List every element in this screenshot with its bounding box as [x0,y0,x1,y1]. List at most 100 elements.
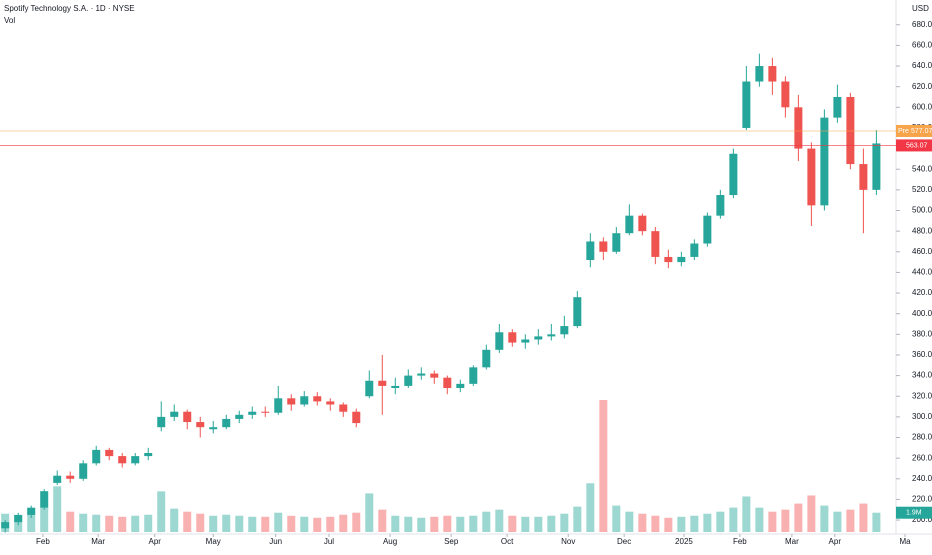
candle-body [651,231,660,257]
y-tick-label: 200.00 [912,515,932,524]
candle-body [612,233,621,252]
volume-bar [729,507,738,532]
volume-bar [794,503,803,532]
candle-body [547,334,556,337]
volume-bar [573,506,582,532]
volume-bar [456,516,465,532]
x-tick-label: Sep [444,537,459,546]
chart-title: Spotify Technology S.A. · 1D · NYSE [4,4,135,13]
volume-bar [430,516,439,532]
candle-body [859,164,868,190]
candle-body [833,96,842,118]
candle-body [365,380,374,397]
y-tick-label: 660.00 [912,41,932,50]
candle-body [677,256,686,263]
candle-body [105,449,114,457]
y-tick-label: 300.00 [912,412,932,421]
volume-bar [92,514,101,532]
candle-body [417,373,426,376]
volume-bar [287,515,296,532]
candle-body [404,375,413,386]
x-tick-label: 2025 [675,537,693,546]
volume-bar [326,516,335,532]
volume-bar [859,503,868,532]
candle-body [183,411,192,423]
volume-bar [209,515,218,532]
volume-bar [508,515,517,532]
x-tick-label: May [206,537,221,546]
volume-bar [716,511,725,532]
x-tick-label: Jul [324,537,334,546]
candle-body [14,514,23,523]
candle-body [53,475,62,483]
candle-body [807,148,816,206]
candle-body [768,66,777,82]
volume-bar [79,513,88,532]
volume-bar [196,513,205,532]
candle-body [508,332,517,343]
y-tick-label: 640.00 [912,61,932,70]
candle-body [781,81,790,108]
volume-bar [27,512,36,532]
volume-bar [417,517,426,532]
candle-body [131,456,140,464]
volume-bar [157,491,166,532]
candle-body [222,418,231,428]
volume-bar [365,493,374,532]
y-tick-label: 380.00 [912,329,932,338]
y-tick-label: 280.00 [912,433,932,442]
volume-bar [846,509,855,532]
volume-bar [742,496,751,532]
volume-bar [495,509,504,532]
volume-bar [313,517,322,532]
candle-body [235,414,244,419]
volume-bar [690,515,699,532]
candle-body [872,143,881,190]
candle-body [261,411,270,413]
candle-body [1,522,10,529]
volume-bar [352,512,361,532]
candle-body [846,96,855,165]
candle-body [92,449,101,464]
candle-body [625,215,634,234]
volume-bar [53,486,62,532]
candle-body [27,507,36,515]
candle-body [248,411,257,415]
candle-body [820,117,829,206]
candle-body [469,367,478,384]
volume-bar [391,515,400,532]
volume-bar [664,517,673,532]
candle-body [742,81,751,128]
volume-bar [781,509,790,532]
x-tick-label: Feb [733,537,747,546]
candle-body [638,215,647,232]
candle-body [157,416,166,428]
x-tick-label: Oct [501,537,514,546]
pre-market-tag-label: Pre [898,128,909,135]
candle-body [391,385,400,388]
last-price-tag [896,139,932,152]
candle-body [794,107,803,149]
candle-body [755,66,764,82]
volume-bar [872,512,881,532]
volume-bar [599,400,608,532]
candle-body [170,411,179,417]
candle-body [66,475,75,479]
candle-body [534,336,543,340]
candle-body [300,396,309,405]
volume-bar [404,516,413,532]
candle-body [690,243,699,257]
candle-body [40,491,49,508]
volume-bar [807,495,816,532]
candle-body [287,398,296,405]
volume-bar [378,509,387,532]
volume-bar [755,507,764,532]
volume-bar [261,516,270,532]
volume-bar [183,511,192,532]
volume-bar [339,514,348,532]
candle-body [560,326,569,335]
volume-bar [118,516,127,532]
x-tick-label: Mar [91,537,105,546]
